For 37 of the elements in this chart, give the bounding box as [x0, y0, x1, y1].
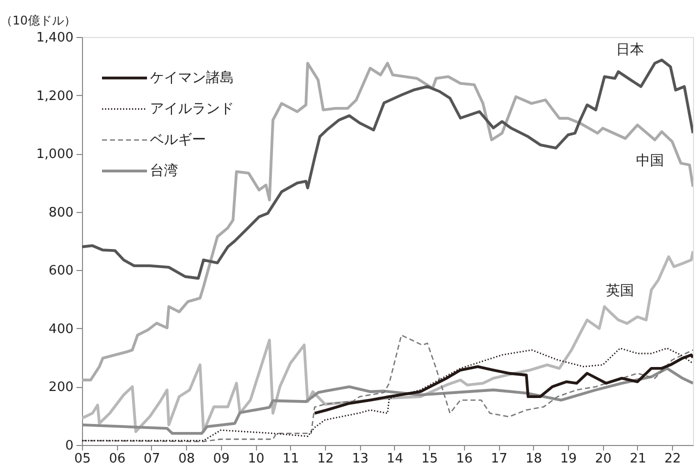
y-tick-label: 200	[48, 380, 74, 396]
x-tick-label: 13	[352, 452, 368, 466]
legend-label: ケイマン諸島	[150, 70, 234, 86]
x-tick-label: 09	[213, 452, 230, 466]
x-tick-label: 11	[282, 452, 300, 466]
x-tick-label: 12	[317, 452, 334, 466]
line-series	[82, 62, 693, 382]
y-tick-label: 1,000	[36, 147, 74, 162]
x-tick-label: 19	[560, 452, 577, 466]
annotation: 英国	[606, 283, 634, 299]
x-tick-label: 07	[144, 452, 160, 466]
line-series	[82, 250, 693, 433]
x-tick-label: 17	[490, 452, 508, 466]
x-tick-label: 14	[386, 452, 404, 466]
line-series	[82, 58, 693, 280]
legend-label: 台湾	[150, 163, 178, 179]
x-tick-label: 05	[74, 452, 91, 466]
x-tick-label: 22	[664, 452, 681, 466]
y-tick-label: 400	[48, 322, 74, 337]
y-axis-title: （10億ドル）	[0, 14, 76, 28]
x-tick-label: 20	[594, 452, 612, 466]
legend-label: ベルギー	[150, 132, 206, 148]
x-tick-label: 18	[526, 452, 542, 466]
x-tick-label: 21	[630, 452, 646, 466]
x-tick-label: 10	[248, 452, 264, 466]
legend-label: アイルランド	[150, 101, 234, 117]
y-tick-label: 1,400	[36, 30, 74, 46]
x-tick-label: 15	[421, 452, 438, 466]
y-tick-label: 600	[48, 264, 74, 279]
y-tick-label: 0	[65, 438, 74, 454]
y-tick-label: 1,200	[36, 88, 74, 104]
y-tick-label: 800	[48, 205, 74, 220]
annotation: 中国	[636, 153, 664, 169]
x-tick-label: 06	[108, 452, 126, 466]
annotation: 日本	[616, 42, 644, 58]
x-tick-label: 16	[456, 452, 473, 466]
x-tick-label: 08	[178, 452, 195, 466]
